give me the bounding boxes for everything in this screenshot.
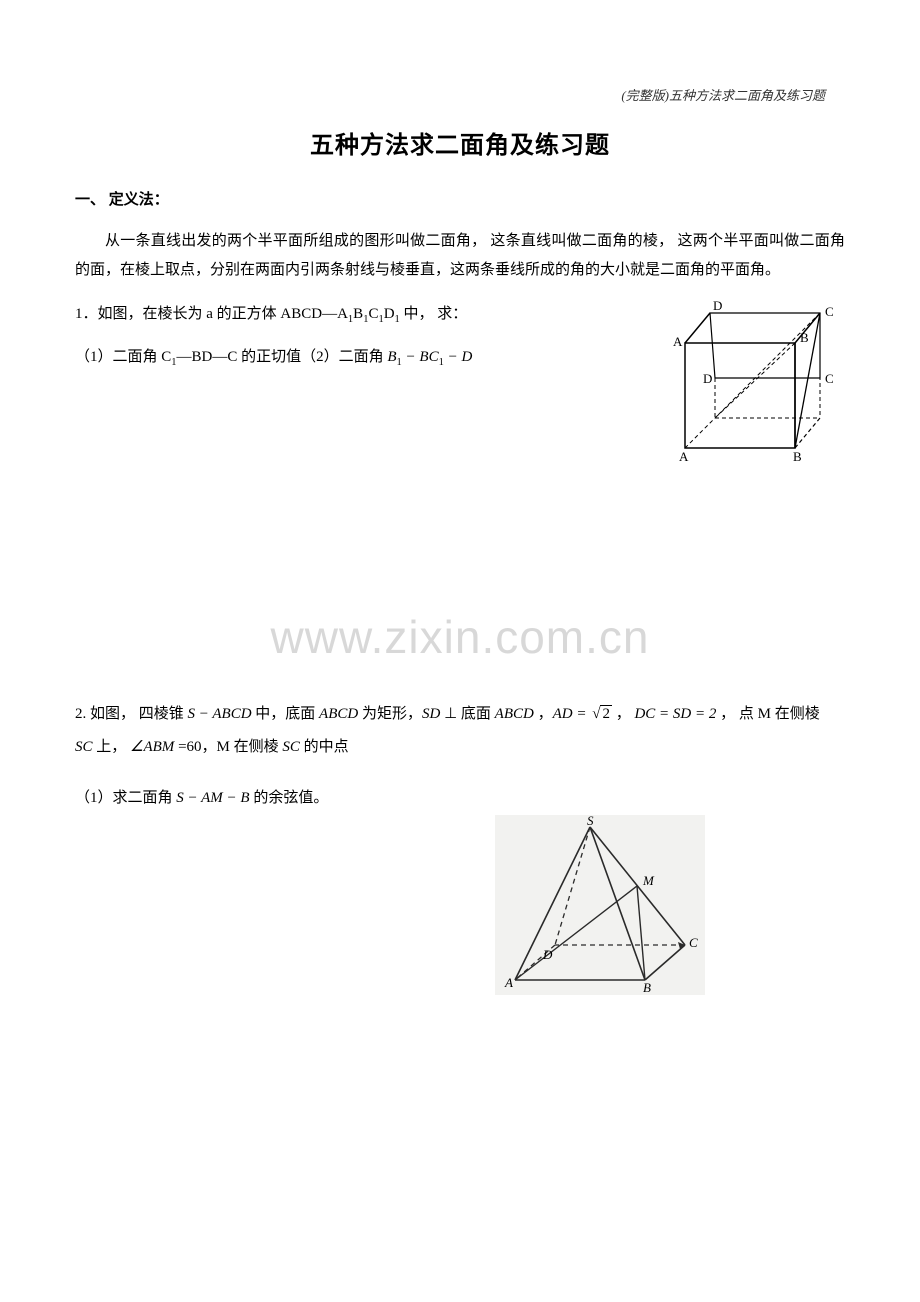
p2-t5: ， (534, 706, 553, 722)
section-1-header: 一、 定义法： (75, 188, 845, 209)
p2-m5: AD = (553, 706, 591, 722)
page-title: 五种方法求二面角及练习题 (75, 125, 845, 160)
problem-1-block: 1．如图，在棱长为 a 的正方体 ABCD—A1B1C1D1 中， 求： （1）… (75, 298, 845, 473)
cube-label-B1: B (800, 330, 809, 345)
p1-stem-prefix: 1．如图，在棱长为 a 的正方体 ABCD—A (75, 306, 348, 322)
p1-suffix: 中， 求： (400, 306, 468, 322)
problem-2-line2: SC 上， ∠ABM =60，M 在侧棱 SC 的中点 (75, 731, 845, 764)
p2-m4: ABCD (495, 706, 534, 722)
problem-1-text: 1．如图，在棱长为 a 的正方体 ABCD—A1B1C1D1 中， 求： （1）… (75, 298, 645, 384)
problem-2-block: 2. 如图， 四棱锥 S − ABCD 中，底面 ABCD 为矩形，SD ⊥ 底… (75, 698, 845, 1000)
p2-t3: 为矩形， (358, 706, 422, 722)
p2l2-t3: 的中点 (300, 739, 349, 755)
pyr-label-A: A (504, 975, 513, 990)
cube-label-A1: A (673, 334, 683, 349)
p1-mid1: B (353, 306, 363, 322)
p1-mid2: C (368, 306, 378, 322)
p2q1-m1: S − AM − B (176, 790, 249, 806)
p2-t1: 2. 如图， 四棱锥 (75, 706, 188, 722)
problem-2-q1: （1）求二面角 S − AM − B 的余弦值。 (75, 786, 845, 807)
watermark-text: www.zixin.com.cn (0, 610, 920, 664)
pyr-label-D: D (542, 947, 553, 962)
p2q1-t2: 的余弦值。 (250, 790, 329, 806)
p1-part2-end: − D (444, 349, 472, 365)
p2-m1: S − ABCD (188, 706, 252, 722)
p1-part1-prefix: （1）二面角 C (75, 349, 171, 365)
cube-label-C: C (825, 371, 834, 386)
header-top-right: (完整版)五种方法求二面角及练习题 (621, 85, 825, 104)
pyr-label-C: C (689, 935, 698, 950)
pyr-label-M: M (642, 873, 655, 888)
p2-t4: ⊥ 底面 (440, 706, 494, 722)
p2-m2: ABCD (319, 706, 358, 722)
pyr-label-S: S (587, 815, 594, 828)
p2q1-t1: （1）求二面角 (75, 790, 176, 806)
pyramid-figure: S A B C D M (495, 815, 705, 995)
p1-part1-mid: —BD—C 的正切值（2）二面角 (177, 349, 388, 365)
cube-figure: A B C D A B C D (655, 298, 845, 473)
p2l2-t1: 上， (93, 739, 131, 755)
cube-label-C1: C (825, 304, 834, 319)
p2-t7: ， 点 M 在侧棱 (716, 706, 819, 722)
p1-mid3: D (384, 306, 395, 322)
p2l2-m1: SC (75, 739, 93, 755)
definition-paragraph: 从一条直线出发的两个半平面所组成的图形叫做二面角， 这条直线叫做二面角的棱， 这… (75, 227, 845, 284)
cube-label-D: D (703, 371, 712, 386)
p2l2-t2: =60，M 在侧棱 (174, 739, 282, 755)
p2-t6: ， (612, 706, 635, 722)
p1-part2-m: − BC (402, 349, 439, 365)
pyr-label-B: B (643, 980, 651, 995)
p2l2-m2: ∠ABM (130, 739, 174, 755)
p2-m3: SD (422, 706, 440, 722)
p2l2-m3: SC (282, 739, 300, 755)
p2-t2: 中，底面 (252, 706, 320, 722)
p2-m6: DC = SD = 2 (634, 706, 716, 722)
p1-part2-b1: B (387, 349, 396, 365)
p2-sqrt: 2 (600, 705, 612, 722)
problem-2-line1: 2. 如图， 四棱锥 S − ABCD 中，底面 ABCD 为矩形，SD ⊥ 底… (75, 698, 845, 731)
cube-label-A: A (679, 449, 689, 464)
cube-label-B: B (793, 449, 802, 464)
cube-label-D1: D (713, 298, 722, 313)
